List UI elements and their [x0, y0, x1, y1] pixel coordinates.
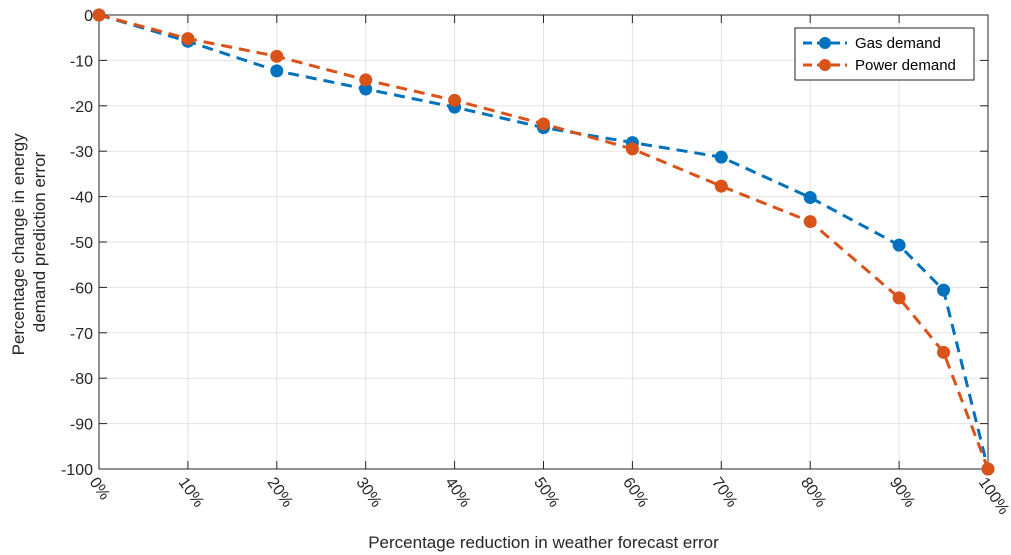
x-axis-title: Percentage reduction in weather forecast… [368, 533, 719, 552]
x-tick-label: 90% [886, 475, 918, 511]
x-tick-label: 60% [619, 475, 651, 511]
series-power-demand [92, 8, 995, 476]
y-tick-label: -50 [70, 235, 93, 252]
data-point-power-demand [892, 291, 906, 305]
series-layer [92, 8, 995, 476]
data-point-power-demand [537, 117, 550, 131]
legend-marker [819, 37, 831, 49]
y-tick-label: -10 [70, 53, 93, 70]
data-point-gas-demand [714, 150, 728, 164]
y-tick-label: -40 [70, 190, 93, 207]
legend-item: Gas demand [803, 35, 941, 52]
data-point-gas-demand [937, 283, 951, 297]
data-point-power-demand [937, 345, 951, 359]
x-tick-label: 80% [797, 475, 829, 511]
x-tick-label: 100% [975, 475, 1011, 518]
data-point-gas-demand [270, 64, 284, 78]
y-tick-label: -70 [70, 326, 93, 343]
data-point-power-demand [181, 32, 195, 46]
y-axis-title-line-1: Percentage change in energy [9, 133, 28, 356]
y-axis-title: Percentage change in energy demand predi… [9, 129, 49, 356]
data-point-power-demand [803, 215, 817, 229]
x-axis: 0% 10% 20% 30% 40% 50% 60% 70% 80% 90% 100% [86, 15, 1011, 518]
data-point-gas-demand [803, 191, 817, 205]
data-point-power-demand [92, 8, 106, 22]
legend-label: Power demand [855, 57, 956, 74]
data-point-power-demand [448, 93, 462, 107]
legend-marker [819, 59, 831, 71]
y-tick-label: -20 [70, 99, 93, 116]
data-point-power-demand [359, 73, 373, 87]
y-tick-label: -90 [70, 417, 93, 434]
y-tick-label: -100 [61, 462, 93, 479]
x-tick-label: 10% [175, 475, 207, 511]
legend: Gas demand Power demand [794, 27, 975, 81]
data-point-power-demand [714, 179, 728, 193]
data-point-gas-demand [892, 238, 906, 252]
x-tick-label: 50% [530, 475, 562, 511]
x-tick-label: 70% [708, 475, 740, 511]
y-axis-title-line-2: demand prediction error [30, 151, 49, 332]
y-axis: 0 -10 -20 -30 -40 -50 -60 -70 -80 -90 -100 [61, 8, 988, 479]
grid [98, 14, 989, 470]
legend-label: Gas demand [855, 35, 941, 52]
legend-item: Power demand [803, 57, 956, 74]
x-tick-label: 30% [352, 475, 384, 511]
y-tick-label: -30 [70, 144, 93, 161]
y-tick-label: -60 [70, 280, 93, 297]
data-point-power-demand [981, 462, 995, 476]
series-line-gas-demand [98, 13, 990, 470]
data-point-power-demand [270, 49, 284, 63]
x-tick-label: 20% [264, 475, 296, 511]
data-point-power-demand [625, 142, 639, 156]
legend-box [794, 27, 975, 81]
x-tick-label: 40% [441, 475, 473, 511]
y-tick-label: -80 [70, 371, 93, 388]
y-tick-label: 0 [84, 8, 93, 25]
series-line-power-demand [98, 13, 990, 470]
